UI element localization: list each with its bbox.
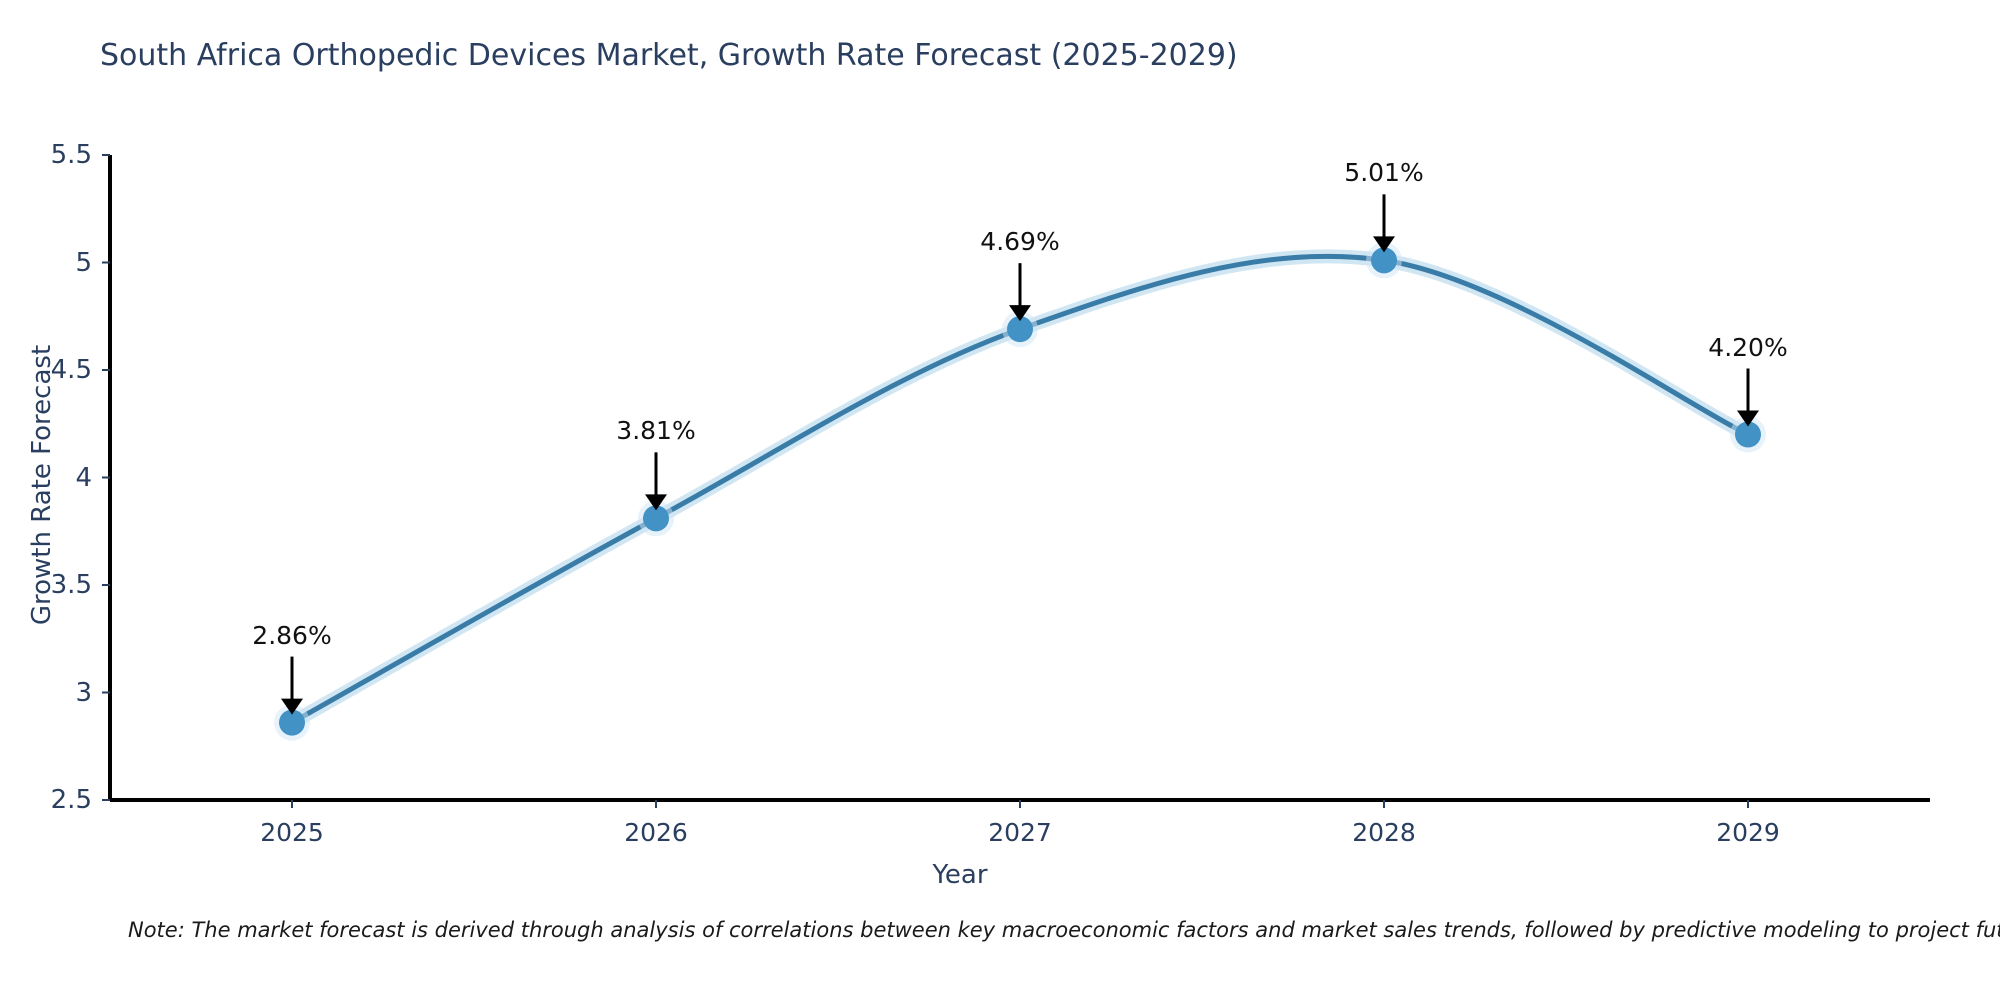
annotation-arrows — [281, 194, 1759, 715]
x-tickmarks — [291, 800, 1749, 808]
y-tick-label: 4.5 — [50, 355, 92, 385]
data-point-marker[interactable] — [279, 709, 305, 736]
data-point-label: 4.69% — [980, 227, 1060, 257]
data-point-marker[interactable] — [1371, 247, 1397, 274]
x-tick-label: 2026 — [624, 818, 688, 847]
y-tick-label: 5 — [75, 247, 92, 278]
y-tick-label: 3 — [75, 677, 92, 708]
data-point-label: 4.20% — [1708, 332, 1788, 362]
data-point-label: 5.01% — [1344, 158, 1424, 188]
x-axis-title: Year — [0, 860, 2000, 890]
x-axis-title-text: Year — [932, 860, 988, 890]
data-point-marker[interactable] — [643, 505, 669, 532]
data-point-label: 3.81% — [616, 416, 696, 446]
y-tick-labels: 5.5 5 4.5 4 3.5 3 2.5 — [0, 0, 106, 1000]
annotation-arrow-head — [1737, 410, 1759, 427]
data-point-marker[interactable] — [1007, 316, 1033, 343]
chart-footnote: Note: The market forecast is derived thr… — [128, 918, 2000, 942]
x-tick-label: 2025 — [260, 818, 324, 847]
y-tick-label: 3.5 — [50, 570, 92, 600]
x-tick-label: 2028 — [1352, 818, 1416, 847]
annotation-arrow-head — [1373, 236, 1395, 253]
x-tick-label: 2029 — [1716, 818, 1780, 847]
x-tick-label: 2027 — [988, 818, 1052, 847]
y-tick-label: 5.5 — [50, 140, 92, 170]
data-point-marker[interactable] — [1735, 421, 1761, 448]
data-point-label: 2.86% — [252, 620, 332, 650]
annotation-arrow-head — [281, 698, 303, 715]
chart-title: South Africa Orthopedic Devices Market, … — [100, 38, 1238, 73]
annotation-arrow-head — [1009, 305, 1031, 322]
y-tick-label: 2.5 — [50, 785, 92, 815]
annotation-arrow-head — [645, 494, 667, 511]
series-markers — [274, 242, 1766, 741]
y-tick-label: 4 — [75, 462, 92, 493]
y-tickmarks — [102, 154, 110, 801]
